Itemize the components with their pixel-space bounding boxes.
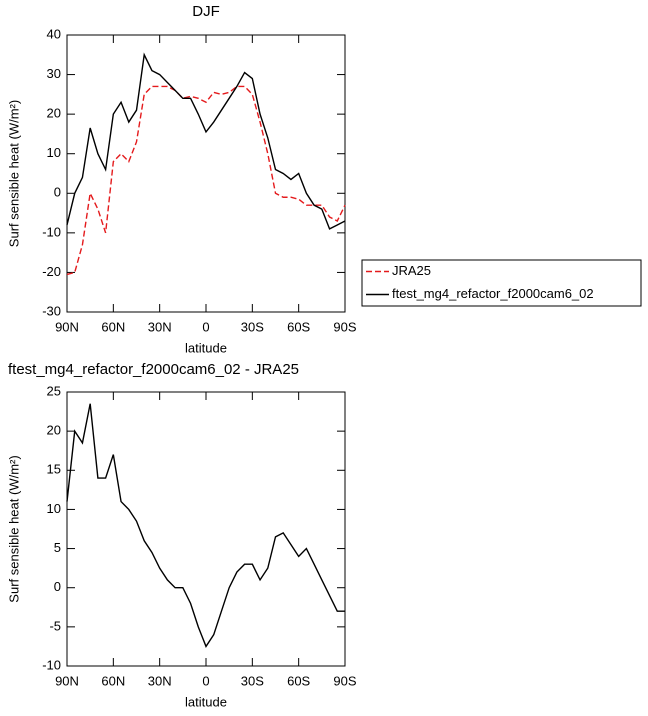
y-tick-label: 40 <box>47 26 61 41</box>
x-tick-label: 60S <box>287 319 310 334</box>
y-tick-label: 20 <box>47 423 61 438</box>
series-line <box>66 85 346 276</box>
y-tick-label: 30 <box>47 66 61 81</box>
y-axis-label: Surf sensible heat (W/m²) <box>6 100 21 247</box>
x-axis-label: latitude <box>185 340 227 355</box>
y-tick-label: 10 <box>47 501 61 516</box>
y-tick-label: 25 <box>47 383 61 398</box>
x-tick-label: 30N <box>148 673 172 688</box>
y-tick-label: 10 <box>47 145 61 160</box>
plot-frame <box>66 391 346 667</box>
x-tick-label: 90N <box>55 319 79 334</box>
y-tick-label: 0 <box>54 185 61 200</box>
x-tick-label: 90N <box>55 673 79 688</box>
x-tick-label: 90S <box>333 673 356 688</box>
x-tick-label: 60N <box>101 319 125 334</box>
y-tick-label: -30 <box>42 303 61 318</box>
x-tick-label: 30S <box>241 673 264 688</box>
y-tick-label: 20 <box>47 106 61 121</box>
y-tick-label: -5 <box>49 618 61 633</box>
x-axis-label: latitude <box>185 694 227 709</box>
y-tick-label: -10 <box>42 224 61 239</box>
legend-box <box>361 259 642 307</box>
legend-label: ftest_mg4_refactor_f2000cam6_02 <box>392 286 594 301</box>
series-line <box>66 52 346 230</box>
y-axis-label: Surf sensible heat (W/m²) <box>6 455 21 602</box>
x-tick-label: 90S <box>333 319 356 334</box>
x-tick-label: 60N <box>101 673 125 688</box>
x-tick-label: 0 <box>202 319 209 334</box>
x-tick-label: 60S <box>287 673 310 688</box>
y-tick-label: -10 <box>42 657 61 672</box>
y-tick-label: 0 <box>54 579 61 594</box>
x-tick-label: 30S <box>241 319 264 334</box>
chart-title: DJF <box>192 3 220 20</box>
y-tick-label: -20 <box>42 264 61 279</box>
line <box>66 403 345 648</box>
y-tick-label: 5 <box>54 540 61 555</box>
x-tick-label: 30N <box>148 319 172 334</box>
plot-frame <box>66 34 346 313</box>
legend-label: JRA25 <box>392 263 431 278</box>
x-tick-label: 0 <box>202 673 209 688</box>
y-tick-label: 15 <box>47 462 61 477</box>
chart-title: ftest_mg4_refactor_f2000cam6_02 - JRA25 <box>8 361 299 378</box>
